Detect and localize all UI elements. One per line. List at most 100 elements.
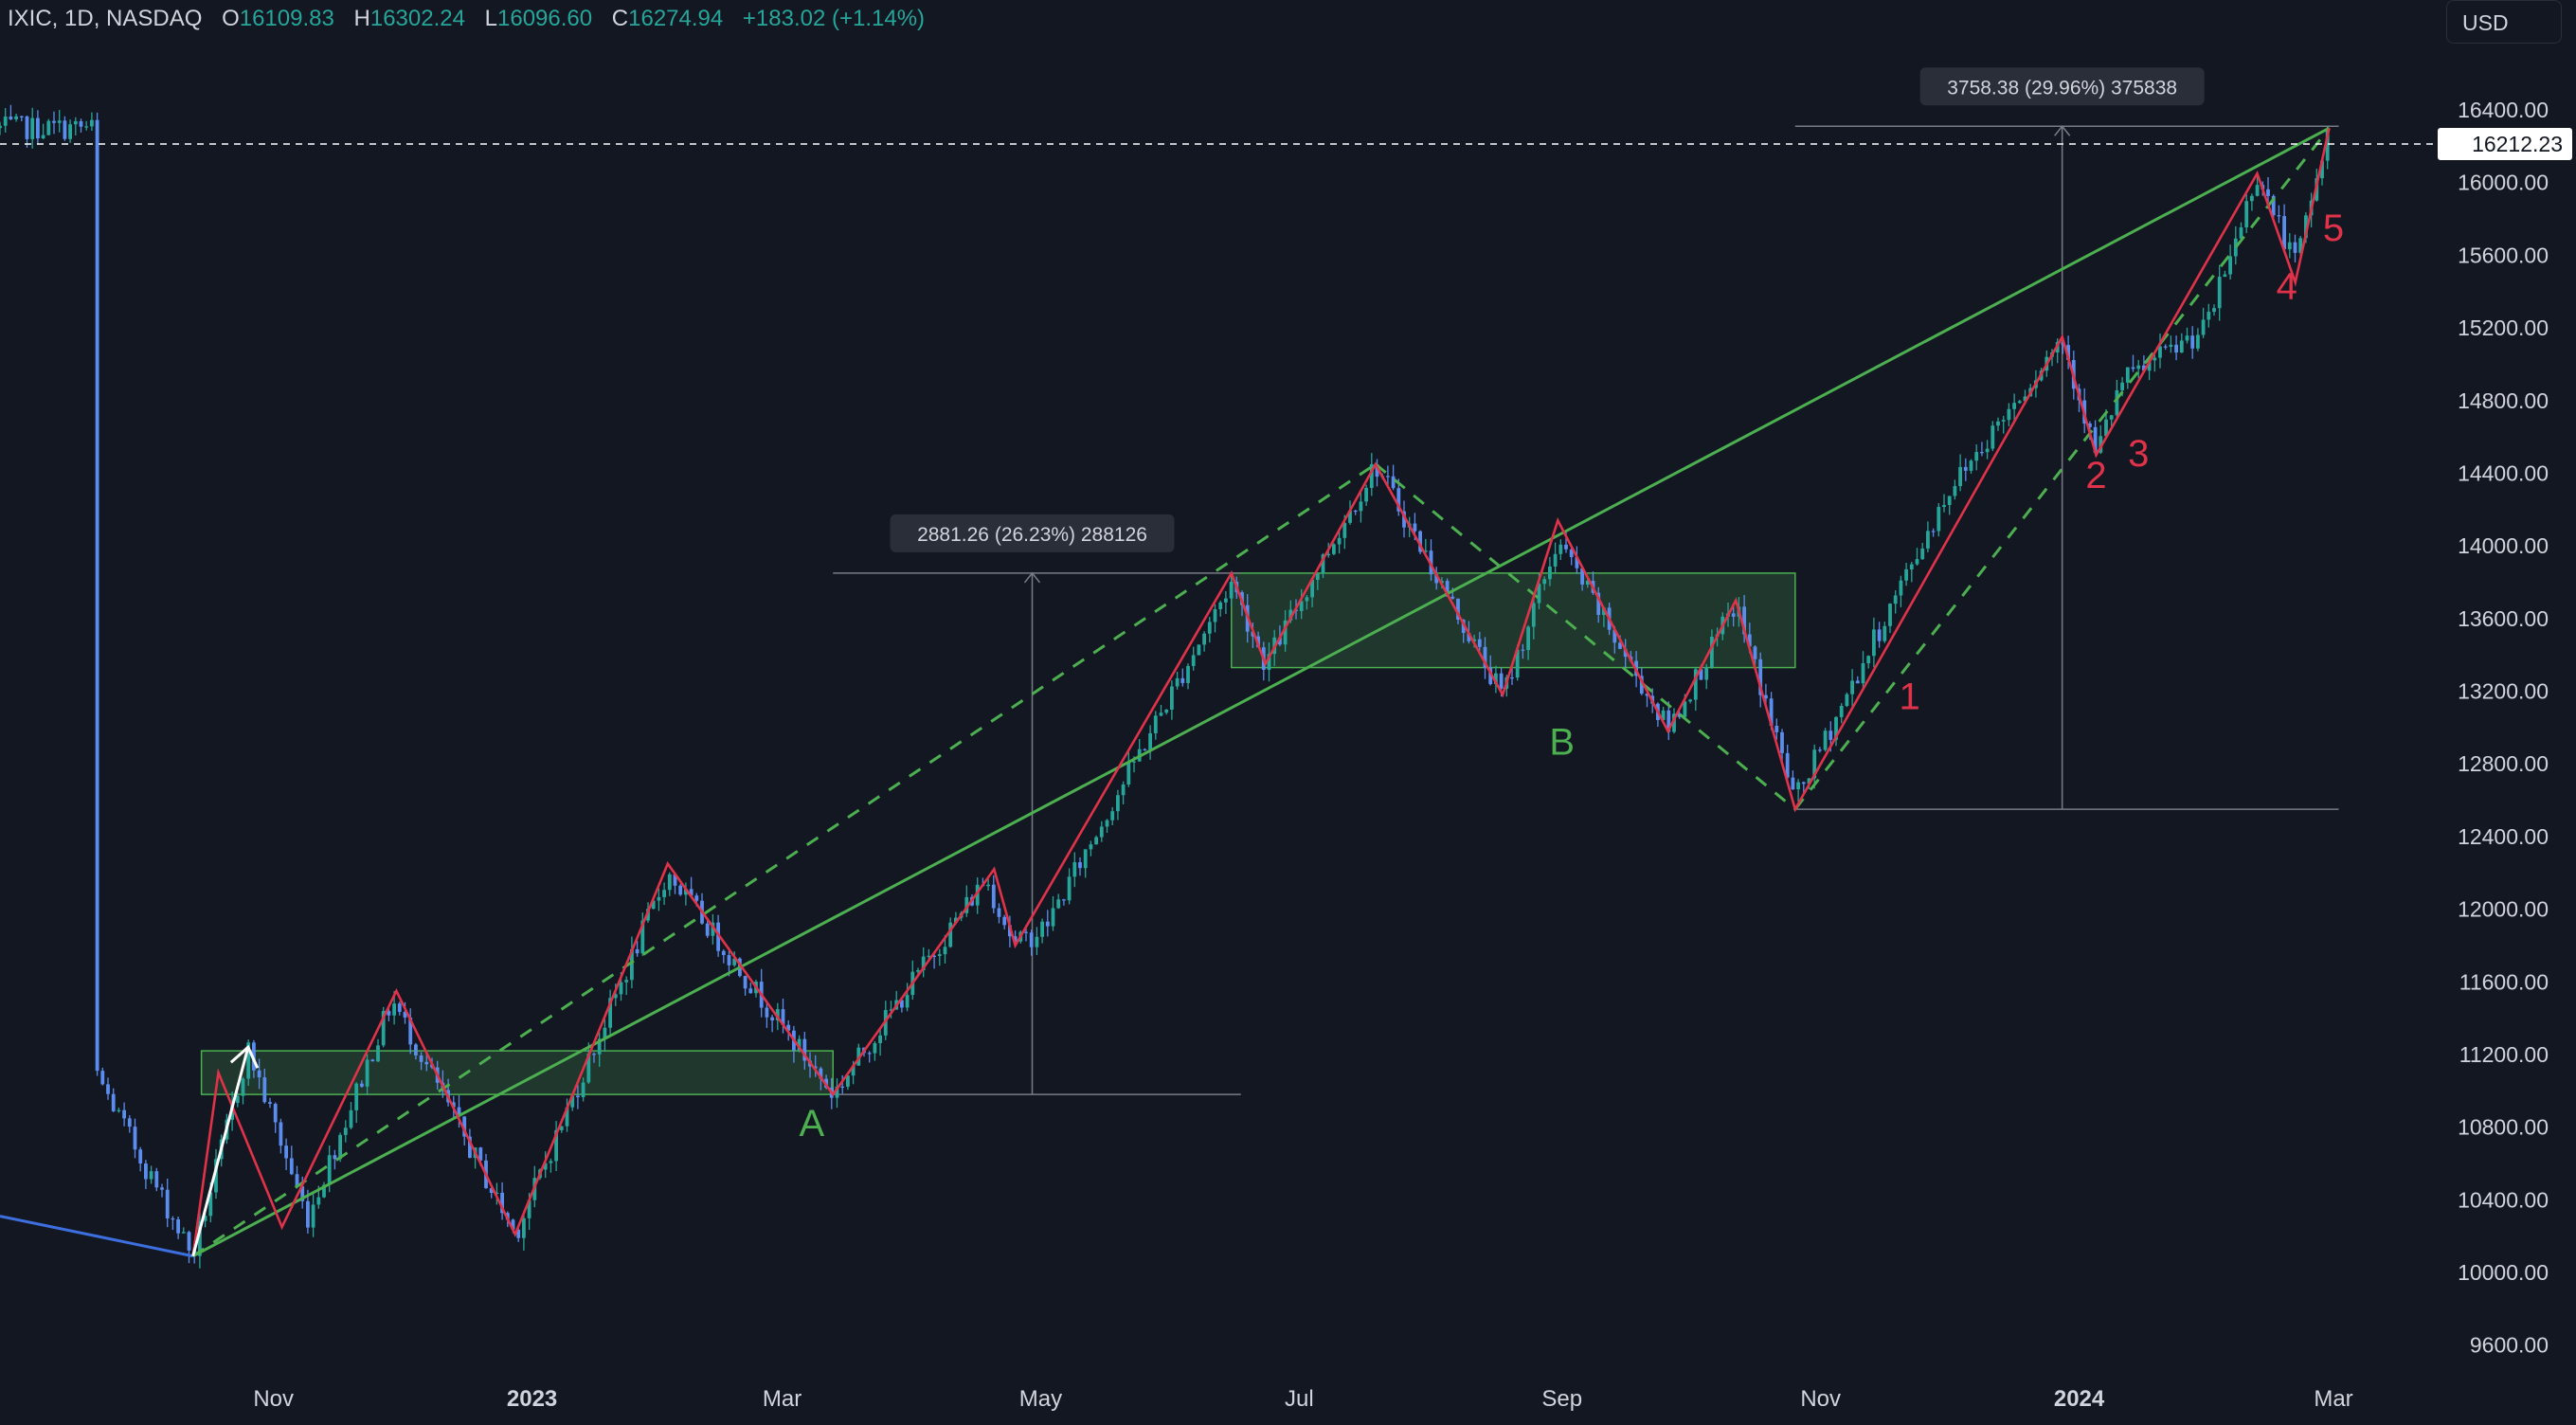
candle-body xyxy=(1548,566,1552,580)
candle-body xyxy=(1315,573,1320,581)
candle-body xyxy=(316,1197,321,1205)
high-label: H xyxy=(353,6,370,31)
measure-label: 3758.38 (29.96%) 375838 xyxy=(1947,77,2177,99)
candle-body xyxy=(241,1078,245,1096)
candle-body xyxy=(775,1009,780,1020)
open-value: 16109.83 xyxy=(239,6,334,31)
candle-body xyxy=(916,969,920,972)
candle-body xyxy=(1445,581,1450,597)
candle-body xyxy=(2115,389,2119,416)
measure-arrow-head xyxy=(1023,571,1041,584)
candle-body xyxy=(2185,335,2189,341)
candle-body xyxy=(1812,749,1817,779)
candle-body xyxy=(1937,507,1941,532)
candle-body xyxy=(1121,784,1126,796)
candle-body xyxy=(338,1134,342,1160)
candle-body xyxy=(613,994,618,999)
candle-body xyxy=(2109,415,2114,420)
candle-body xyxy=(208,1192,213,1217)
candle-body xyxy=(154,1171,159,1188)
candle-body xyxy=(1305,597,1309,602)
change-value: +183.02 (+1.14%) xyxy=(742,6,926,31)
candle-body xyxy=(365,1059,369,1087)
candle-body xyxy=(495,1192,499,1195)
candle-body xyxy=(2066,345,2070,360)
candle-body xyxy=(111,1093,116,1111)
wave-label: 4 xyxy=(2277,265,2297,307)
candle-body xyxy=(1515,649,1520,678)
low-value: 16096.60 xyxy=(497,6,593,31)
candle-body xyxy=(727,955,731,965)
candle-body xyxy=(2244,201,2249,228)
candle-body xyxy=(187,1232,191,1251)
candle-body xyxy=(2088,423,2092,427)
wave-zigzag-line xyxy=(191,127,2331,1256)
y-tick-label: 11200.00 xyxy=(2459,1042,2549,1067)
x-tick-label: May xyxy=(1019,1386,1062,1412)
candle-body xyxy=(1899,580,1903,596)
candle-body xyxy=(489,1188,494,1194)
candle-body xyxy=(1089,844,1093,850)
candle-body xyxy=(511,1219,515,1230)
candle-body xyxy=(705,923,710,936)
candle-body xyxy=(2147,360,2152,371)
candle-body xyxy=(867,1053,872,1055)
candle-body xyxy=(1488,667,1493,685)
candle-body xyxy=(1947,496,1952,505)
candle-body xyxy=(1035,936,1039,947)
candle-body xyxy=(36,117,40,139)
candle-body xyxy=(603,1027,607,1039)
candle-body xyxy=(203,1216,207,1221)
candle-body xyxy=(943,947,947,955)
candle-body xyxy=(1197,644,1201,656)
candle-body xyxy=(295,1174,299,1187)
y-tick-label: 16400.00 xyxy=(2458,98,2549,122)
candle-body xyxy=(2287,242,2292,250)
candle-body xyxy=(1499,673,1504,689)
candle-body xyxy=(1926,531,1930,549)
candle-body xyxy=(1920,548,1925,560)
candle-body xyxy=(1472,639,1476,641)
candle-body xyxy=(781,1009,785,1025)
candle-body xyxy=(1126,761,1131,785)
candle-body xyxy=(932,955,936,957)
candle-body xyxy=(300,1186,305,1201)
candle-body xyxy=(160,1187,164,1190)
candle-body xyxy=(1661,710,1666,720)
candle-body xyxy=(1585,581,1590,585)
candle-body xyxy=(478,1147,483,1161)
candle-body xyxy=(1839,706,1844,717)
candle-body xyxy=(2131,367,2135,370)
candle-body xyxy=(1558,544,1563,554)
candle-body xyxy=(1067,876,1072,901)
candle-body xyxy=(1024,931,1028,933)
candle-body xyxy=(1818,749,1822,751)
candle-body xyxy=(1078,862,1082,869)
ohlc-legend: IXIC, 1D, NASDAQ O16109.83 H16302.24 L16… xyxy=(8,6,925,32)
candle-body xyxy=(279,1122,283,1146)
candle-body xyxy=(565,1107,569,1127)
candle-body xyxy=(1537,584,1541,604)
dashed-trend-line xyxy=(1374,462,1796,811)
symbol-label[interactable]: IXIC, 1D, NASDAQ xyxy=(8,6,203,31)
candle-body xyxy=(1391,476,1396,489)
candle-body xyxy=(819,1068,823,1079)
candle-body xyxy=(1958,466,1962,487)
candle-body xyxy=(619,982,623,995)
candle-body xyxy=(1434,574,1439,584)
candle-body xyxy=(657,896,661,901)
candle-body xyxy=(1785,752,1790,778)
candle-body xyxy=(1116,795,1120,812)
candle-body xyxy=(1207,622,1212,634)
candle-body xyxy=(2007,408,2011,421)
range-zone xyxy=(1231,572,1796,669)
high-value: 16302.24 xyxy=(369,6,465,31)
currency-button[interactable]: USD xyxy=(2446,0,2562,44)
candle-body xyxy=(397,1003,402,1012)
candle-body xyxy=(381,1011,386,1046)
candle-body xyxy=(1369,464,1374,488)
candle-body xyxy=(1283,620,1288,645)
candle-body xyxy=(2174,344,2178,353)
candle-body xyxy=(1742,606,1746,635)
